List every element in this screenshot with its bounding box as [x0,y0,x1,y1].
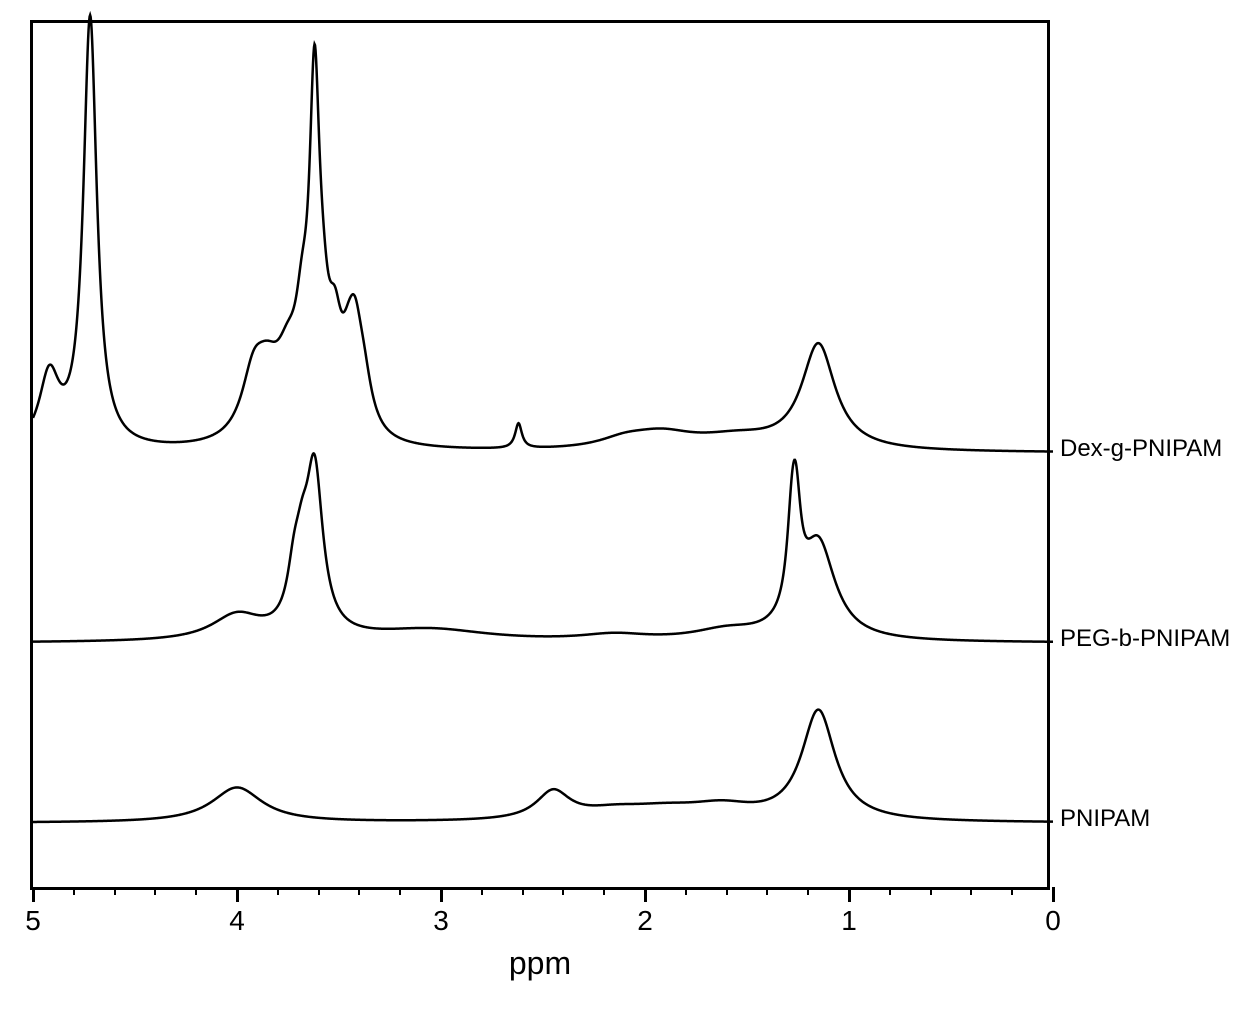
x-tick-minor [685,887,687,895]
x-tick-minor [603,887,605,895]
x-tick-major [644,887,647,902]
x-tick-label: 4 [229,905,245,937]
x-tick-label: 3 [433,905,449,937]
x-tick-minor [318,887,320,895]
spectrum-dex-g-pnipam [33,23,1053,893]
x-tick-minor [154,887,156,895]
x-tick-minor [277,887,279,895]
label-pnipam: PNIPAM [1060,805,1150,833]
x-tick-label: 5 [25,905,41,937]
x-tick-minor [522,887,524,895]
x-tick-minor [114,887,116,895]
plot-area: 012345 ppm [30,20,1050,890]
x-tick-major [236,887,239,902]
nmr-chart: 012345 ppm PNIPAM PEG-b-PNIPAM Dex-g-PNI… [30,20,1210,980]
x-tick-major [1052,887,1055,902]
x-tick-label: 1 [841,905,857,937]
x-tick-minor [807,887,809,895]
x-tick-minor [1011,887,1013,895]
x-tick-minor [726,887,728,895]
x-tick-major [32,887,35,902]
x-tick-minor [73,887,75,895]
x-tick-label: 0 [1045,905,1061,937]
x-axis-title: ppm [509,945,571,982]
x-tick-minor [930,887,932,895]
x-tick-minor [399,887,401,895]
x-tick-minor [195,887,197,895]
label-dex-g-pnipam: Dex-g-PNIPAM [1060,435,1222,463]
label-peg-b-pnipam: PEG-b-PNIPAM [1060,625,1230,653]
x-tick-minor [970,887,972,895]
x-tick-major [440,887,443,902]
x-tick-minor [481,887,483,895]
x-tick-minor [358,887,360,895]
x-tick-label: 2 [637,905,653,937]
x-tick-minor [889,887,891,895]
x-tick-minor [562,887,564,895]
x-tick-minor [766,887,768,895]
x-tick-major [848,887,851,902]
